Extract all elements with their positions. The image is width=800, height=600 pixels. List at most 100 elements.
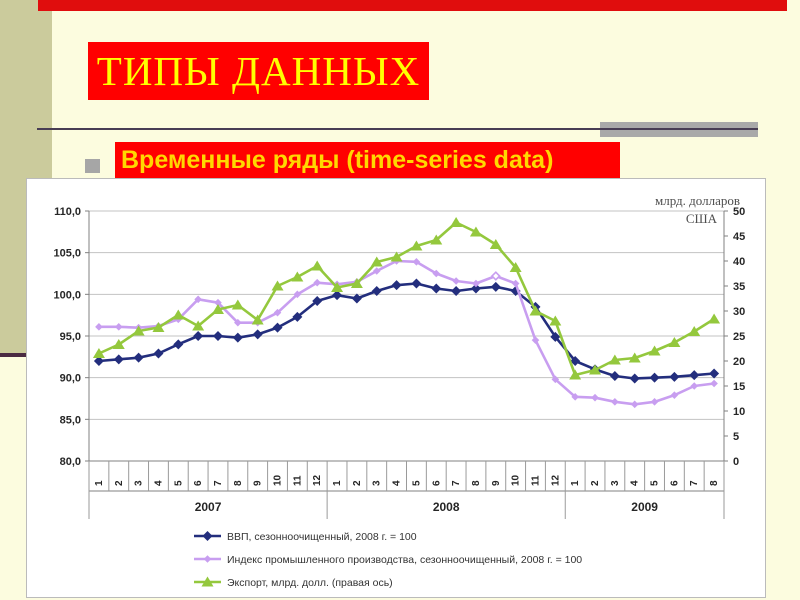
export-marker bbox=[489, 239, 502, 249]
series-line-2 bbox=[98, 221, 715, 377]
left-axis-tick-label: 110,0 bbox=[54, 206, 81, 218]
right-axis-tick-label: 30 bbox=[733, 306, 745, 318]
series-marker bbox=[332, 290, 343, 301]
x-month-label: 6 bbox=[193, 480, 204, 486]
export-marker bbox=[231, 299, 244, 310]
legend-item-label: ВВП, сезонноочищенный, 2008 г. = 100 bbox=[227, 531, 417, 543]
series-marker bbox=[203, 555, 212, 563]
series-marker bbox=[272, 322, 283, 333]
x-month-label: 8 bbox=[471, 480, 482, 486]
right-axis-tick-label: 5 bbox=[733, 431, 739, 443]
right-axis-tick-label: 20 bbox=[733, 356, 745, 368]
chart-panel: 110,0 105,0 100,0 95,0 90,0 85,0 80,0 50 45 40 35 3… bbox=[26, 178, 766, 598]
export-marker bbox=[192, 320, 205, 331]
export-marker bbox=[291, 271, 304, 282]
x-month-label: 8 bbox=[233, 480, 244, 486]
series-marker bbox=[490, 281, 501, 292]
series-marker bbox=[371, 286, 382, 296]
x-month-label: 3 bbox=[134, 480, 145, 486]
right-axis-unit-line1: млрд. долларов bbox=[655, 193, 740, 208]
series-marker bbox=[690, 382, 699, 390]
series-marker bbox=[351, 293, 362, 304]
series-marker bbox=[472, 279, 480, 288]
x-month-label: 2 bbox=[590, 480, 601, 486]
export-marker bbox=[331, 282, 344, 292]
x-month-label: 7 bbox=[451, 480, 462, 486]
x-month-label: 6 bbox=[431, 480, 442, 486]
series-marker bbox=[252, 329, 263, 340]
series-marker bbox=[391, 280, 402, 291]
series-marker bbox=[570, 356, 581, 366]
series-line-1 bbox=[98, 259, 715, 406]
export-marker bbox=[132, 325, 145, 336]
left-axis-tick-label: 85,0 bbox=[60, 414, 81, 426]
export-marker bbox=[549, 315, 562, 326]
x-year-label: 2009 bbox=[631, 500, 658, 514]
export-marker bbox=[430, 234, 443, 245]
export-marker bbox=[450, 217, 463, 227]
series-marker bbox=[511, 279, 520, 288]
right-axis-tick-label: 35 bbox=[733, 281, 745, 293]
x-month-label: 12 bbox=[312, 474, 323, 486]
series-marker bbox=[292, 311, 303, 322]
series-marker bbox=[451, 286, 462, 296]
export-marker bbox=[569, 369, 582, 380]
x-month-label: 1 bbox=[570, 480, 581, 486]
x-month-label: 5 bbox=[650, 480, 661, 486]
series-marker bbox=[611, 398, 619, 406]
x-month-label: 9 bbox=[253, 480, 264, 486]
series-marker bbox=[93, 356, 104, 366]
bullet-text: Временные ряды (time-series data) bbox=[121, 145, 554, 174]
export-marker bbox=[608, 354, 621, 365]
time-series-chart: 110,0105,0100,095,090,085,080,0504540353… bbox=[53, 193, 745, 589]
export-marker bbox=[668, 337, 681, 347]
right-axis-unit-line2: США bbox=[686, 211, 718, 226]
right-axis-tick-label: 45 bbox=[733, 231, 745, 243]
export-marker bbox=[92, 348, 105, 358]
export-marker bbox=[529, 305, 542, 316]
series-marker bbox=[649, 372, 660, 383]
export-marker bbox=[350, 278, 363, 288]
series-marker bbox=[470, 283, 481, 294]
bullet-text-box: Временные ряды (time-series data) bbox=[115, 142, 620, 178]
x-month-label: 1 bbox=[94, 480, 105, 486]
series-marker bbox=[710, 379, 718, 388]
x-month-label: 4 bbox=[392, 480, 403, 486]
series-marker bbox=[630, 400, 639, 409]
export-marker bbox=[509, 262, 522, 272]
series-marker bbox=[432, 269, 441, 278]
x-month-label: 2 bbox=[352, 480, 363, 486]
x-month-label: 4 bbox=[153, 480, 164, 486]
slide-title-box: ТИПЫ ДАННЫХ bbox=[88, 42, 429, 100]
highlight-open-marker bbox=[490, 271, 501, 281]
series-marker bbox=[113, 354, 124, 365]
x-month-label: 11 bbox=[530, 475, 541, 486]
series-marker bbox=[609, 371, 620, 381]
export-marker bbox=[648, 345, 661, 356]
series-marker bbox=[273, 308, 282, 317]
export-marker bbox=[201, 576, 214, 587]
bullet-icon bbox=[85, 159, 100, 173]
export-marker bbox=[271, 280, 284, 291]
x-month-label: 3 bbox=[372, 480, 383, 486]
x-month-label: 10 bbox=[511, 474, 522, 486]
right-axis-tick-label: 25 bbox=[733, 331, 745, 343]
series-marker bbox=[689, 370, 700, 381]
export-marker bbox=[251, 314, 264, 325]
series-marker bbox=[670, 391, 679, 399]
export-marker bbox=[311, 260, 324, 271]
export-marker bbox=[708, 313, 721, 324]
series-marker bbox=[153, 348, 164, 359]
series-marker bbox=[669, 371, 680, 382]
x-month-label: 10 bbox=[273, 474, 284, 486]
x-month-label: 3 bbox=[610, 480, 621, 486]
x-month-label: 12 bbox=[550, 474, 561, 486]
series-marker bbox=[372, 267, 381, 275]
x-month-label: 7 bbox=[689, 480, 700, 486]
left-band-bottom-line bbox=[0, 353, 27, 357]
divider-line bbox=[37, 128, 758, 130]
series-marker bbox=[133, 352, 144, 363]
series-marker bbox=[650, 398, 659, 406]
series-marker bbox=[452, 277, 460, 285]
